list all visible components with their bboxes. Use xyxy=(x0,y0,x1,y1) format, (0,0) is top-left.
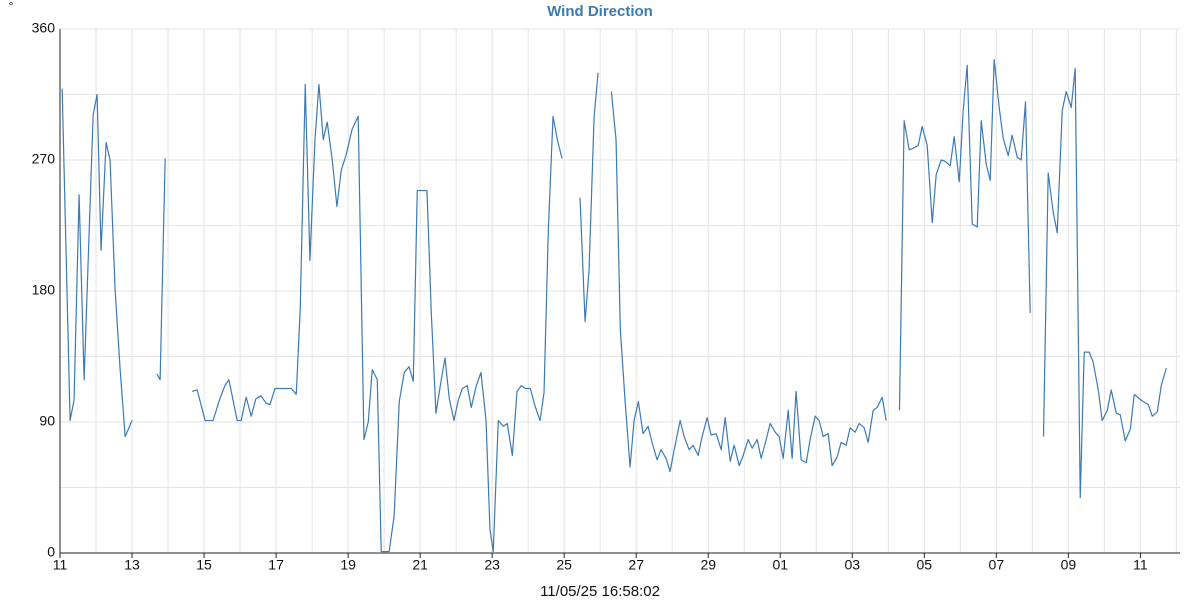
y-tick-label: 180 xyxy=(32,282,56,298)
chart-title: Wind Direction xyxy=(547,3,653,20)
y-tick-label: 360 xyxy=(32,20,56,36)
x-tick-label: 05 xyxy=(917,557,933,573)
x-tick-label: 21 xyxy=(412,557,428,573)
y-tick-label: 0 xyxy=(47,544,55,560)
x-tick-label: 23 xyxy=(484,557,500,573)
x-tick-label: 11 xyxy=(1133,557,1148,573)
y-tick-label: 90 xyxy=(39,413,55,429)
x-axis-label: 11/05/25 16:58:02 xyxy=(540,583,660,600)
x-tick-label: 29 xyxy=(700,557,716,573)
x-tick-label: 17 xyxy=(268,557,284,573)
x-tick-label: 19 xyxy=(340,557,356,573)
x-tick-label: 11 xyxy=(53,557,68,573)
x-tick-label: 03 xyxy=(844,557,860,573)
data-line xyxy=(61,58,1167,553)
x-tick-label: 01 xyxy=(772,557,788,573)
x-tick-label: 09 xyxy=(1061,557,1077,573)
y-axis-label: ° xyxy=(9,0,14,13)
y-tick-label: 270 xyxy=(32,151,56,167)
x-tick-label: 27 xyxy=(628,557,644,573)
x-tick-label: 25 xyxy=(556,557,572,573)
x-tick-label: 07 xyxy=(989,557,1005,573)
x-tick-label: 13 xyxy=(124,557,140,573)
x-tick-label: 15 xyxy=(196,557,212,573)
